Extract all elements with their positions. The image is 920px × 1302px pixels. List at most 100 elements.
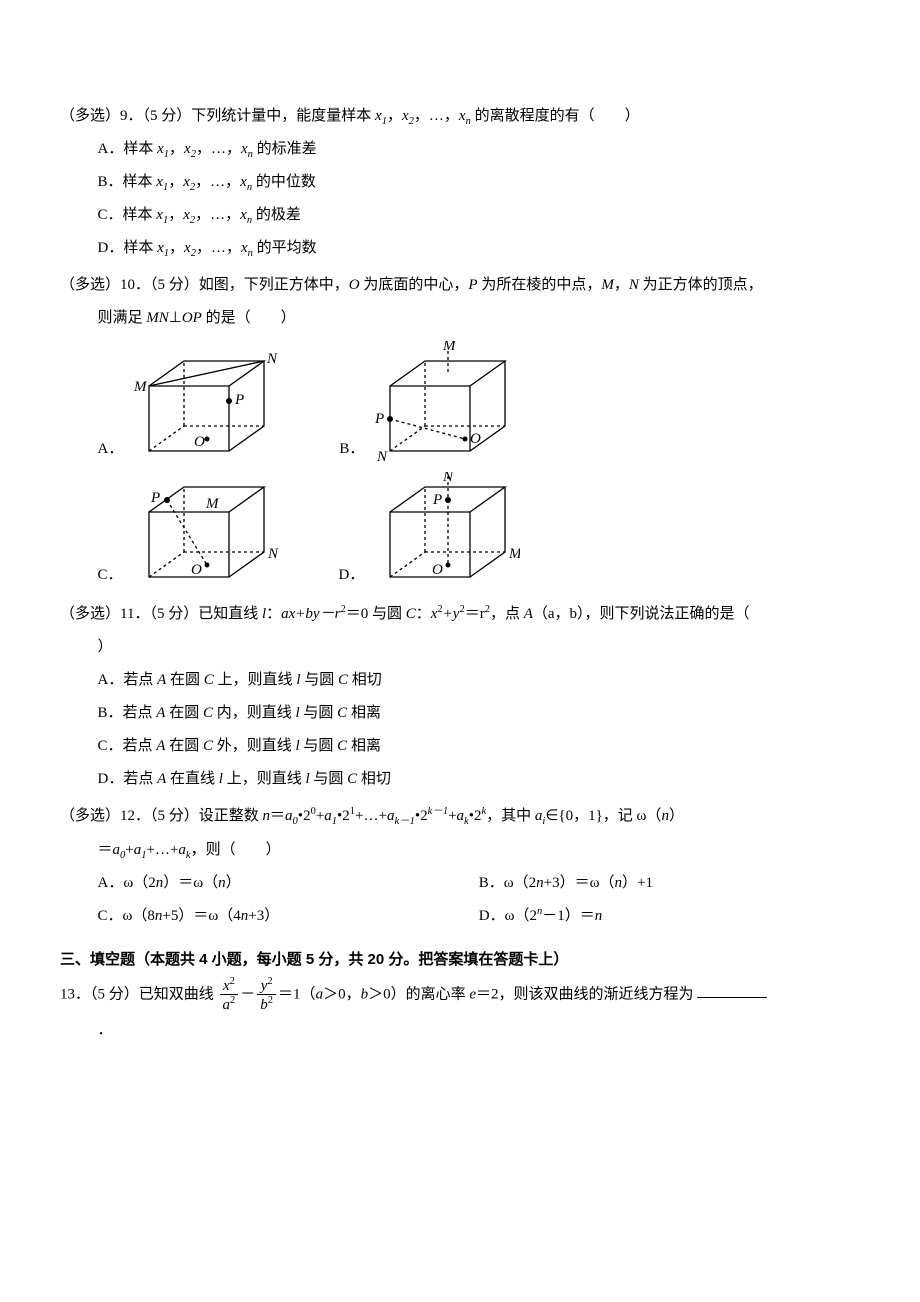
t: 的标准差	[253, 141, 317, 157]
v: A	[157, 672, 166, 688]
t: ，其中	[486, 808, 535, 824]
q12-stem: （多选）12．（5 分）设正整数 n＝a0•20+a1•21+…+ak－1•2k…	[60, 800, 860, 833]
t: 为底面的中心，	[360, 277, 469, 293]
t: 相离	[347, 738, 381, 754]
P: P	[468, 277, 477, 293]
v: a	[178, 842, 186, 858]
t: ⊥	[169, 310, 182, 326]
s: k－1	[428, 806, 448, 817]
t: +5）＝ω（4	[162, 908, 240, 924]
q9-option-D: D．样本 x1，x2，…，xn 的平均数	[60, 232, 860, 265]
lbl-N: N	[267, 546, 279, 562]
fraction-2: y2b2	[257, 976, 276, 1014]
prefix: 13．（5 分）	[60, 986, 139, 1002]
a: a	[316, 986, 324, 1002]
q10-figure-B: B． M N P O	[339, 341, 520, 466]
prefix: （多选）12．（5 分）	[60, 808, 199, 824]
t: 在圆	[166, 672, 204, 688]
v: x	[157, 240, 164, 256]
s: k－1	[394, 816, 414, 827]
label-D: D．	[339, 559, 365, 592]
t: 2	[303, 808, 311, 824]
v: a	[324, 808, 332, 824]
O: O	[349, 277, 360, 293]
t: 内，则直线	[213, 705, 296, 721]
q13-tail: ．	[60, 1014, 860, 1047]
s: 1	[164, 149, 169, 160]
t: +3）	[248, 908, 279, 924]
answer-blank	[697, 984, 767, 999]
t: 下列统计量中，能度量样本	[191, 108, 375, 124]
v: x	[157, 141, 164, 157]
v: x	[183, 207, 190, 223]
s: 1	[163, 182, 168, 193]
lbl-O: O	[432, 562, 443, 578]
lbl-O: O	[191, 562, 202, 578]
question-9: （多选）9．（5 分）下列统计量中，能度量样本 x1，x2，…，xn 的离散程度…	[60, 100, 860, 265]
t: ＝2，则该双曲线的渐近线方程为	[476, 986, 697, 1002]
question-11: （多选）11．（5 分）已知直线 l：ax+by－r2＝0 与圆 C：x2+y2…	[60, 598, 860, 796]
s: 2	[230, 976, 235, 987]
s: 2	[191, 248, 196, 259]
t: 已知直线	[198, 606, 262, 622]
lbl-O: O	[194, 434, 205, 450]
t: ）	[98, 639, 113, 655]
t: B．若点	[98, 705, 157, 721]
t: 的极差	[252, 207, 301, 223]
t: C．样本	[98, 207, 157, 223]
t: 已知双曲线	[139, 986, 218, 1002]
t: ）	[226, 875, 241, 891]
lbl-O: O	[470, 431, 481, 447]
e: e	[469, 986, 476, 1002]
v: x	[156, 207, 163, 223]
lbl-M: M	[442, 341, 457, 354]
t: ，点	[490, 606, 524, 622]
v: x	[184, 240, 191, 256]
t: 在直线	[166, 771, 219, 787]
v: x	[240, 207, 247, 223]
fraction-1: x2a2	[220, 976, 239, 1014]
s: 2	[190, 182, 195, 193]
t: ）+1	[622, 875, 653, 891]
v: C	[338, 672, 348, 688]
t: 为正方体的顶点，	[639, 277, 763, 293]
t: 的是（ ）	[202, 310, 296, 326]
q9-option-C: C．样本 x1，x2，…，xn 的极差	[60, 199, 860, 232]
v: x	[184, 141, 191, 157]
t: 的离散程度的有（ ）	[471, 108, 640, 124]
cube-D: N M P O	[370, 472, 520, 592]
q9-option-A: A．样本 x1，x2，…，xn 的标准差	[60, 133, 860, 166]
C: C	[406, 606, 416, 622]
v: x	[240, 174, 247, 190]
question-13: 13．（5 分）已知双曲线 x2a2－y2b2＝1（a＞0，b＞0）的离心率 e…	[60, 976, 860, 1047]
q12-stem-line2: ＝a0+a1+…+ak，则（ ）	[60, 834, 860, 867]
t: C．若点	[98, 738, 157, 754]
v: C	[337, 705, 347, 721]
A: A	[524, 606, 533, 622]
q9-prefix: （多选）9．（5 分）	[60, 108, 191, 124]
t: 的平均数	[253, 240, 317, 256]
OP: OP	[182, 310, 202, 326]
cube-B: M N P O	[370, 341, 520, 466]
s: 1	[164, 248, 169, 259]
t: +	[448, 808, 456, 824]
t: （a，b）	[533, 606, 585, 622]
v: A	[157, 771, 166, 787]
t: 相离	[347, 705, 381, 721]
label-A: A．	[98, 433, 124, 466]
q13-stem: 13．（5 分）已知双曲线 x2a2－y2b2＝1（a＞0，b＞0）的离心率 e…	[60, 976, 860, 1014]
q10-figure-C: C． M N P O	[98, 482, 279, 592]
v: a	[285, 808, 293, 824]
t: ：	[266, 606, 281, 622]
v: C	[347, 771, 357, 787]
t: +…+	[146, 842, 178, 858]
s: 1	[382, 116, 387, 127]
s: 2	[230, 995, 235, 1006]
t: 则满足	[98, 310, 147, 326]
eq: ax+by－r	[281, 606, 340, 622]
t: 上，则直线	[223, 771, 306, 787]
x1: x	[375, 108, 382, 124]
lbl-N: N	[266, 351, 278, 367]
lbl-N: N	[376, 449, 388, 465]
t: ：	[416, 606, 431, 622]
